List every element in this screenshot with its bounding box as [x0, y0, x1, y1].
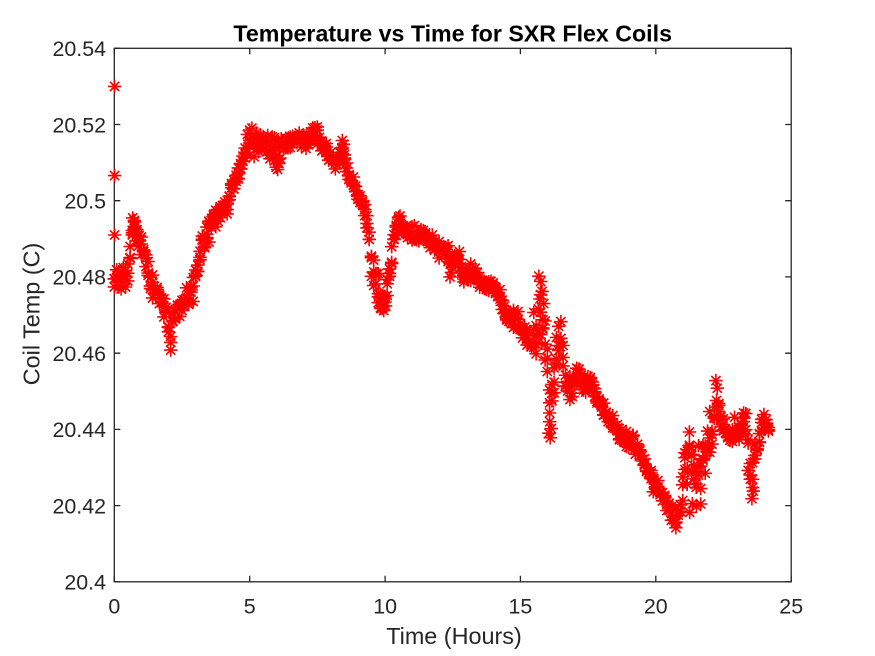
svg-text:Coil Temp (C): Coil Temp (C) [19, 243, 45, 386]
svg-text:20.42: 20.42 [52, 494, 106, 518]
svg-text:20.5: 20.5 [64, 190, 106, 214]
svg-text:20.48: 20.48 [52, 266, 106, 290]
svg-text:20.54: 20.54 [52, 37, 106, 61]
svg-text:5: 5 [244, 595, 256, 619]
svg-text:20.44: 20.44 [52, 418, 106, 442]
svg-text:20: 20 [644, 595, 668, 619]
svg-text:Temperature vs Time for SXR Fl: Temperature vs Time for SXR Flex Coils [233, 21, 672, 47]
svg-text:15: 15 [509, 595, 533, 619]
svg-text:25: 25 [779, 595, 803, 619]
svg-text:Time (Hours): Time (Hours) [386, 623, 522, 649]
svg-text:0: 0 [108, 595, 120, 619]
svg-text:10: 10 [373, 595, 397, 619]
svg-text:20.4: 20.4 [64, 571, 106, 595]
svg-text:20.52: 20.52 [52, 113, 106, 137]
svg-text:20.46: 20.46 [52, 342, 106, 366]
